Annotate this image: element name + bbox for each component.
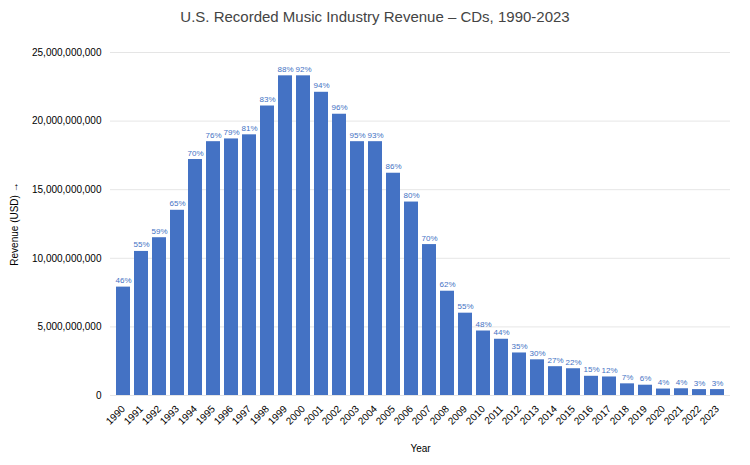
svg-text:65%: 65%	[169, 199, 185, 208]
html-text:U.S. Recorded Music Industry R: U.S. Recorded Music Industry Revenue – C…	[180, 8, 570, 25]
svg-text:27%: 27%	[547, 356, 563, 365]
svg-text:2017: 2017	[590, 403, 614, 427]
svg-text:2008: 2008	[428, 403, 452, 427]
svg-text:48%: 48%	[475, 320, 491, 329]
svg-text:10,000,000,000: 10,000,000,000	[32, 253, 102, 264]
svg-text:Revenue (USD) →: Revenue (USD) →	[9, 182, 20, 265]
svg-text:1999: 1999	[266, 403, 290, 427]
svg-text:2018: 2018	[608, 403, 632, 427]
svg-text:86%: 86%	[385, 162, 401, 171]
svg-text:95%: 95%	[349, 131, 365, 140]
svg-text:2005: 2005	[374, 403, 398, 427]
svg-text:Year: Year	[410, 443, 431, 454]
svg-text:5,000,000,000: 5,000,000,000	[38, 321, 102, 332]
svg-text:1993: 1993	[158, 403, 182, 427]
svg-text:80%: 80%	[403, 191, 419, 200]
svg-text:79%: 79%	[223, 128, 239, 137]
svg-text:83%: 83%	[259, 95, 275, 104]
svg-text:2000: 2000	[284, 403, 308, 427]
svg-text:25,000,000,000: 25,000,000,000	[32, 47, 102, 58]
svg-text:2004: 2004	[356, 403, 380, 427]
svg-text:2022: 2022	[680, 403, 704, 427]
svg-text:92%: 92%	[295, 65, 311, 74]
svg-text:2013: 2013	[518, 403, 542, 427]
svg-text:59%: 59%	[151, 227, 167, 236]
svg-text:2014: 2014	[536, 403, 560, 427]
svg-text:70%: 70%	[421, 234, 437, 243]
svg-text:81%: 81%	[241, 124, 257, 133]
svg-text:44%: 44%	[493, 328, 509, 337]
svg-text:4%: 4%	[676, 378, 688, 387]
svg-text:2019: 2019	[626, 403, 650, 427]
svg-text:15,000,000,000: 15,000,000,000	[32, 184, 102, 195]
svg-text:1990: 1990	[104, 403, 128, 427]
svg-text:1992: 1992	[140, 403, 164, 427]
svg-text:62%: 62%	[439, 280, 455, 289]
svg-text:93%: 93%	[367, 131, 383, 140]
svg-text:1996: 1996	[212, 403, 236, 427]
svg-text:96%: 96%	[331, 103, 347, 112]
svg-text:94%: 94%	[313, 81, 329, 90]
svg-text:2023: 2023	[698, 403, 722, 427]
svg-text:2020: 2020	[644, 403, 668, 427]
svg-text:1994: 1994	[176, 403, 200, 427]
svg-text:2007: 2007	[410, 403, 434, 427]
svg-text:3%: 3%	[694, 379, 706, 388]
svg-text:55%: 55%	[133, 240, 149, 249]
svg-text:4%: 4%	[658, 378, 670, 387]
svg-text:1997: 1997	[230, 403, 254, 427]
svg-text:1998: 1998	[248, 403, 272, 427]
svg-text:22%: 22%	[565, 358, 581, 367]
svg-text:46%: 46%	[115, 276, 131, 285]
svg-text:30%: 30%	[529, 349, 545, 358]
svg-text:70%: 70%	[187, 149, 203, 158]
svg-text:2003: 2003	[338, 403, 362, 427]
svg-text:12%: 12%	[601, 366, 617, 375]
svg-text:2006: 2006	[392, 403, 416, 427]
svg-text:2010: 2010	[464, 403, 488, 427]
svg-text:76%: 76%	[205, 131, 221, 140]
svg-text:35%: 35%	[511, 342, 527, 351]
svg-text:2015: 2015	[554, 403, 578, 427]
svg-text:15%: 15%	[583, 365, 599, 374]
svg-text:55%: 55%	[457, 302, 473, 311]
svg-text:2012: 2012	[500, 403, 524, 427]
svg-text:1995: 1995	[194, 403, 218, 427]
svg-text:2011: 2011	[482, 403, 505, 426]
svg-text:0: 0	[96, 390, 102, 401]
svg-text:1991: 1991	[122, 403, 146, 427]
svg-text:2009: 2009	[446, 403, 470, 427]
svg-text:20,000,000,000: 20,000,000,000	[32, 115, 102, 126]
svg-text:3%: 3%	[712, 379, 724, 388]
svg-text:2021: 2021	[662, 403, 686, 427]
svg-text:7%: 7%	[622, 373, 634, 382]
svg-text:6%: 6%	[640, 374, 652, 383]
svg-text:2001: 2001	[302, 403, 326, 427]
svg-text:2016: 2016	[572, 403, 596, 427]
svg-text:2002: 2002	[320, 403, 344, 427]
svg-text:88%: 88%	[277, 65, 293, 74]
